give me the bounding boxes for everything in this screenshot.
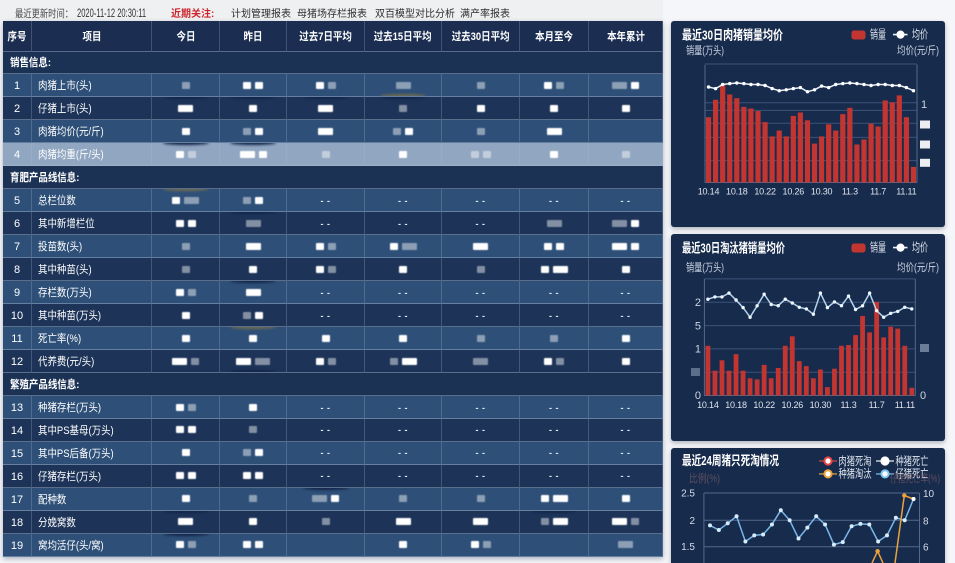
svg-text:1.5: 1.5 [681, 538, 695, 553]
svg-text:1: 1 [695, 341, 701, 357]
svg-text:10.18: 10.18 [726, 185, 748, 198]
svg-text:销量(万头): 销量(万头) [686, 42, 724, 58]
svg-text:6: 6 [923, 539, 929, 554]
svg-text:10.14: 10.14 [698, 185, 720, 198]
svg-text:0: 0 [920, 387, 926, 403]
svg-text:均价(元/斤): 均价(元/斤) [897, 259, 939, 275]
svg-text:11.7: 11.7 [870, 185, 886, 198]
svg-text:均价: 均价 [912, 26, 928, 43]
svg-text:10.26: 10.26 [783, 185, 805, 198]
svg-text:10.26: 10.26 [782, 398, 804, 411]
svg-text:8: 8 [923, 512, 929, 527]
svg-text:1: 1 [921, 96, 927, 112]
svg-text:11.3: 11.3 [842, 185, 858, 198]
svg-text:2: 2 [695, 294, 701, 310]
svg-text:仔猪死亡率(%): 仔猪死亡率(%) [890, 470, 940, 486]
svg-text:10.30: 10.30 [811, 185, 833, 198]
svg-text:11.7: 11.7 [869, 398, 885, 411]
svg-text:10: 10 [923, 485, 935, 500]
svg-text:销量: 销量 [870, 239, 886, 256]
svg-text:均价: 均价 [912, 239, 928, 256]
svg-text:销量: 销量 [870, 26, 886, 43]
svg-text:2.5: 2.5 [681, 485, 695, 500]
svg-text:最近30日淘汰猪销量均价: 最近30日淘汰猪销量均价 [682, 238, 785, 257]
svg-text:10.18: 10.18 [725, 398, 747, 411]
svg-text:种猪死亡: 种猪死亡 [896, 453, 929, 469]
svg-text:10.30: 10.30 [810, 398, 832, 411]
svg-text:2: 2 [689, 512, 695, 527]
svg-text:10.14: 10.14 [697, 398, 719, 411]
svg-text:5: 5 [695, 317, 701, 333]
svg-text:比例(%): 比例(%) [689, 470, 720, 486]
svg-text:10.22: 10.22 [753, 398, 775, 411]
svg-text:最近30日肉猪销量均价: 最近30日肉猪销量均价 [682, 25, 783, 44]
svg-text:11.3: 11.3 [840, 398, 856, 411]
svg-text:11.11: 11.11 [896, 185, 916, 198]
svg-text:10.22: 10.22 [754, 185, 776, 198]
svg-text:均价(元/斤): 均价(元/斤) [897, 42, 939, 58]
svg-text:最近24周猪只死淘情况: 最近24周猪只死淘情况 [682, 450, 779, 469]
svg-text:肉猪死淘: 肉猪死淘 [839, 453, 872, 469]
svg-text:仔猪死亡: 仔猪死亡 [896, 466, 929, 482]
svg-text:销量(万头): 销量(万头) [686, 259, 724, 275]
svg-text:11.11: 11.11 [895, 398, 915, 411]
svg-text:0: 0 [695, 387, 701, 403]
svg-text:种猪淘汰: 种猪淘汰 [839, 466, 872, 482]
